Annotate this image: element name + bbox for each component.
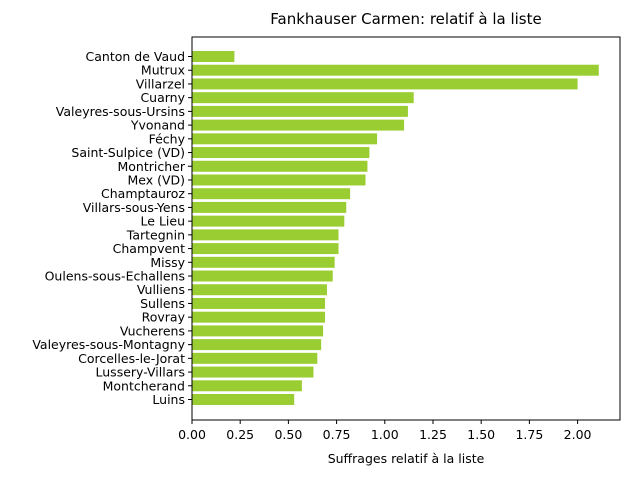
x-tick-label: 1.75 bbox=[515, 427, 543, 442]
bar bbox=[192, 64, 599, 76]
category-label: Champtauroz bbox=[101, 186, 185, 201]
bar bbox=[192, 174, 366, 186]
x-ticks-group: 0.00 0.25 0.50 0.75 1.00 1.25 1.50 1.75 2.00 bbox=[178, 420, 592, 442]
x-tick-label: 0.25 bbox=[226, 427, 254, 442]
chart-title: Fankhauser Carmen: relatif à la liste bbox=[270, 10, 541, 28]
category-label: Rovray bbox=[142, 310, 186, 325]
category-label: Missy bbox=[150, 255, 185, 270]
category-label: Corcelles-le-Jorat bbox=[78, 351, 185, 366]
category-label: Valeyres-sous-Montagny bbox=[32, 337, 185, 352]
bar bbox=[192, 119, 405, 131]
bar bbox=[192, 147, 370, 159]
category-label: Villarzel bbox=[136, 76, 185, 91]
bar bbox=[192, 201, 347, 213]
bar bbox=[192, 215, 345, 227]
category-label: Mutrux bbox=[141, 63, 185, 78]
category-label: Champvent bbox=[113, 241, 185, 256]
bar bbox=[192, 51, 235, 62]
bar bbox=[192, 188, 351, 200]
category-label: Villars-sous-Yens bbox=[83, 200, 185, 215]
category-label: Vulliens bbox=[137, 282, 185, 297]
category-label: Montricher bbox=[118, 159, 186, 174]
plot-frame bbox=[191, 36, 621, 421]
bar bbox=[192, 229, 339, 241]
x-tick-label: 1.50 bbox=[467, 427, 495, 442]
bar bbox=[192, 160, 368, 172]
category-label: Canton de Vaud bbox=[86, 49, 185, 64]
category-label: Oulens-sous-Echallens bbox=[45, 269, 185, 284]
bar bbox=[192, 92, 414, 104]
category-label: Valeyres-sous-Ursins bbox=[56, 104, 185, 119]
category-label: Féchy bbox=[149, 131, 186, 146]
category-label: Saint-Sulpice (VD) bbox=[71, 145, 185, 160]
bar bbox=[192, 284, 327, 296]
bar bbox=[192, 311, 326, 323]
category-label: Lussery-Villars bbox=[96, 365, 185, 380]
category-label: Yvonand bbox=[130, 118, 185, 133]
x-tick-label: 0.75 bbox=[323, 427, 351, 442]
bar bbox=[192, 256, 335, 268]
category-label: Montcherand bbox=[103, 378, 185, 393]
category-labels-group: Canton de VaudMutruxVillarzelCuarnyValey… bbox=[32, 49, 192, 407]
bars-group bbox=[192, 51, 599, 405]
category-label: Mex (VD) bbox=[127, 172, 185, 187]
category-label: Luins bbox=[152, 392, 185, 407]
x-tick-label: 1.00 bbox=[371, 427, 399, 442]
x-axis-title: Suffrages relatif à la liste bbox=[328, 451, 485, 466]
bar bbox=[192, 352, 318, 364]
category-label: Sullens bbox=[140, 296, 185, 311]
bar bbox=[192, 105, 408, 117]
bar bbox=[192, 339, 322, 351]
bar bbox=[192, 133, 378, 145]
category-label: Cuarny bbox=[140, 90, 185, 105]
bar bbox=[192, 366, 314, 378]
bar bbox=[192, 297, 326, 309]
x-tick-label: 0.50 bbox=[274, 427, 302, 442]
bar bbox=[192, 394, 295, 405]
category-label: Tartegnin bbox=[126, 227, 185, 242]
bar bbox=[192, 270, 333, 282]
bar bbox=[192, 78, 578, 90]
x-tick-label: 1.25 bbox=[419, 427, 447, 442]
category-label: Vucherens bbox=[120, 323, 185, 338]
bar bbox=[192, 325, 324, 337]
x-tick-label: 2.00 bbox=[564, 427, 592, 442]
bar bbox=[192, 380, 302, 392]
category-label: Le Lieu bbox=[141, 214, 185, 229]
x-tick-label: 0.00 bbox=[178, 427, 206, 442]
bar bbox=[192, 243, 339, 255]
